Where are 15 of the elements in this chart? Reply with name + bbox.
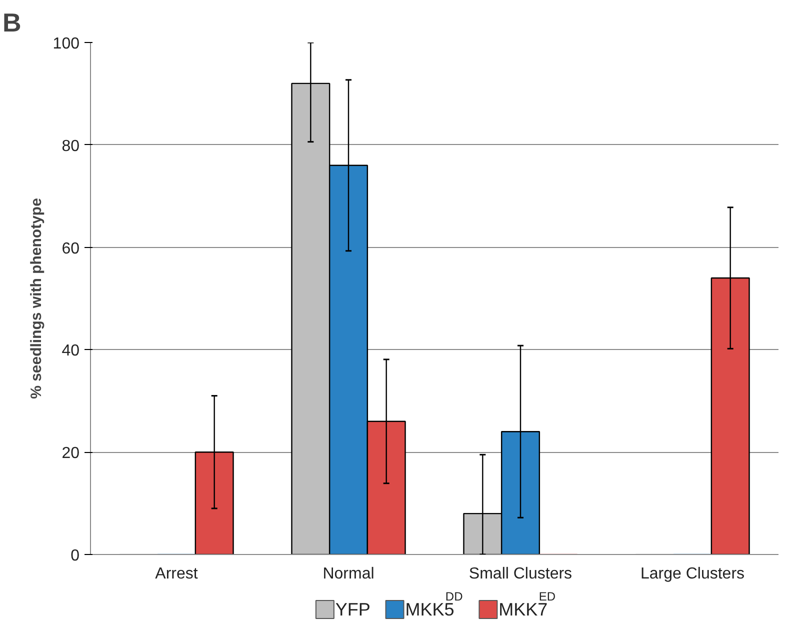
y-tick-label: 40 <box>62 342 80 360</box>
text: B <box>2 8 22 38</box>
x-tick-label: Small Clusters <box>468 566 572 582</box>
y-tick-label: 100 <box>52 36 80 52</box>
y-axis-title: % seedlings with phenotype <box>28 198 45 399</box>
y-tick-label: 80 <box>62 138 80 155</box>
legend-label: YFP <box>335 600 370 620</box>
y-tick-label: 0 <box>70 548 80 564</box>
y-tick-label: 20 <box>62 445 80 462</box>
legend-label: MKK5DD <box>405 590 464 620</box>
x-tick-label: Normal <box>322 566 374 582</box>
legend-label: MKK7ED <box>498 590 556 620</box>
y-tick-label: 60 <box>62 240 80 258</box>
x-tick-label: Large Clusters <box>640 566 745 582</box>
x-tick-label: Arrest <box>155 566 198 582</box>
